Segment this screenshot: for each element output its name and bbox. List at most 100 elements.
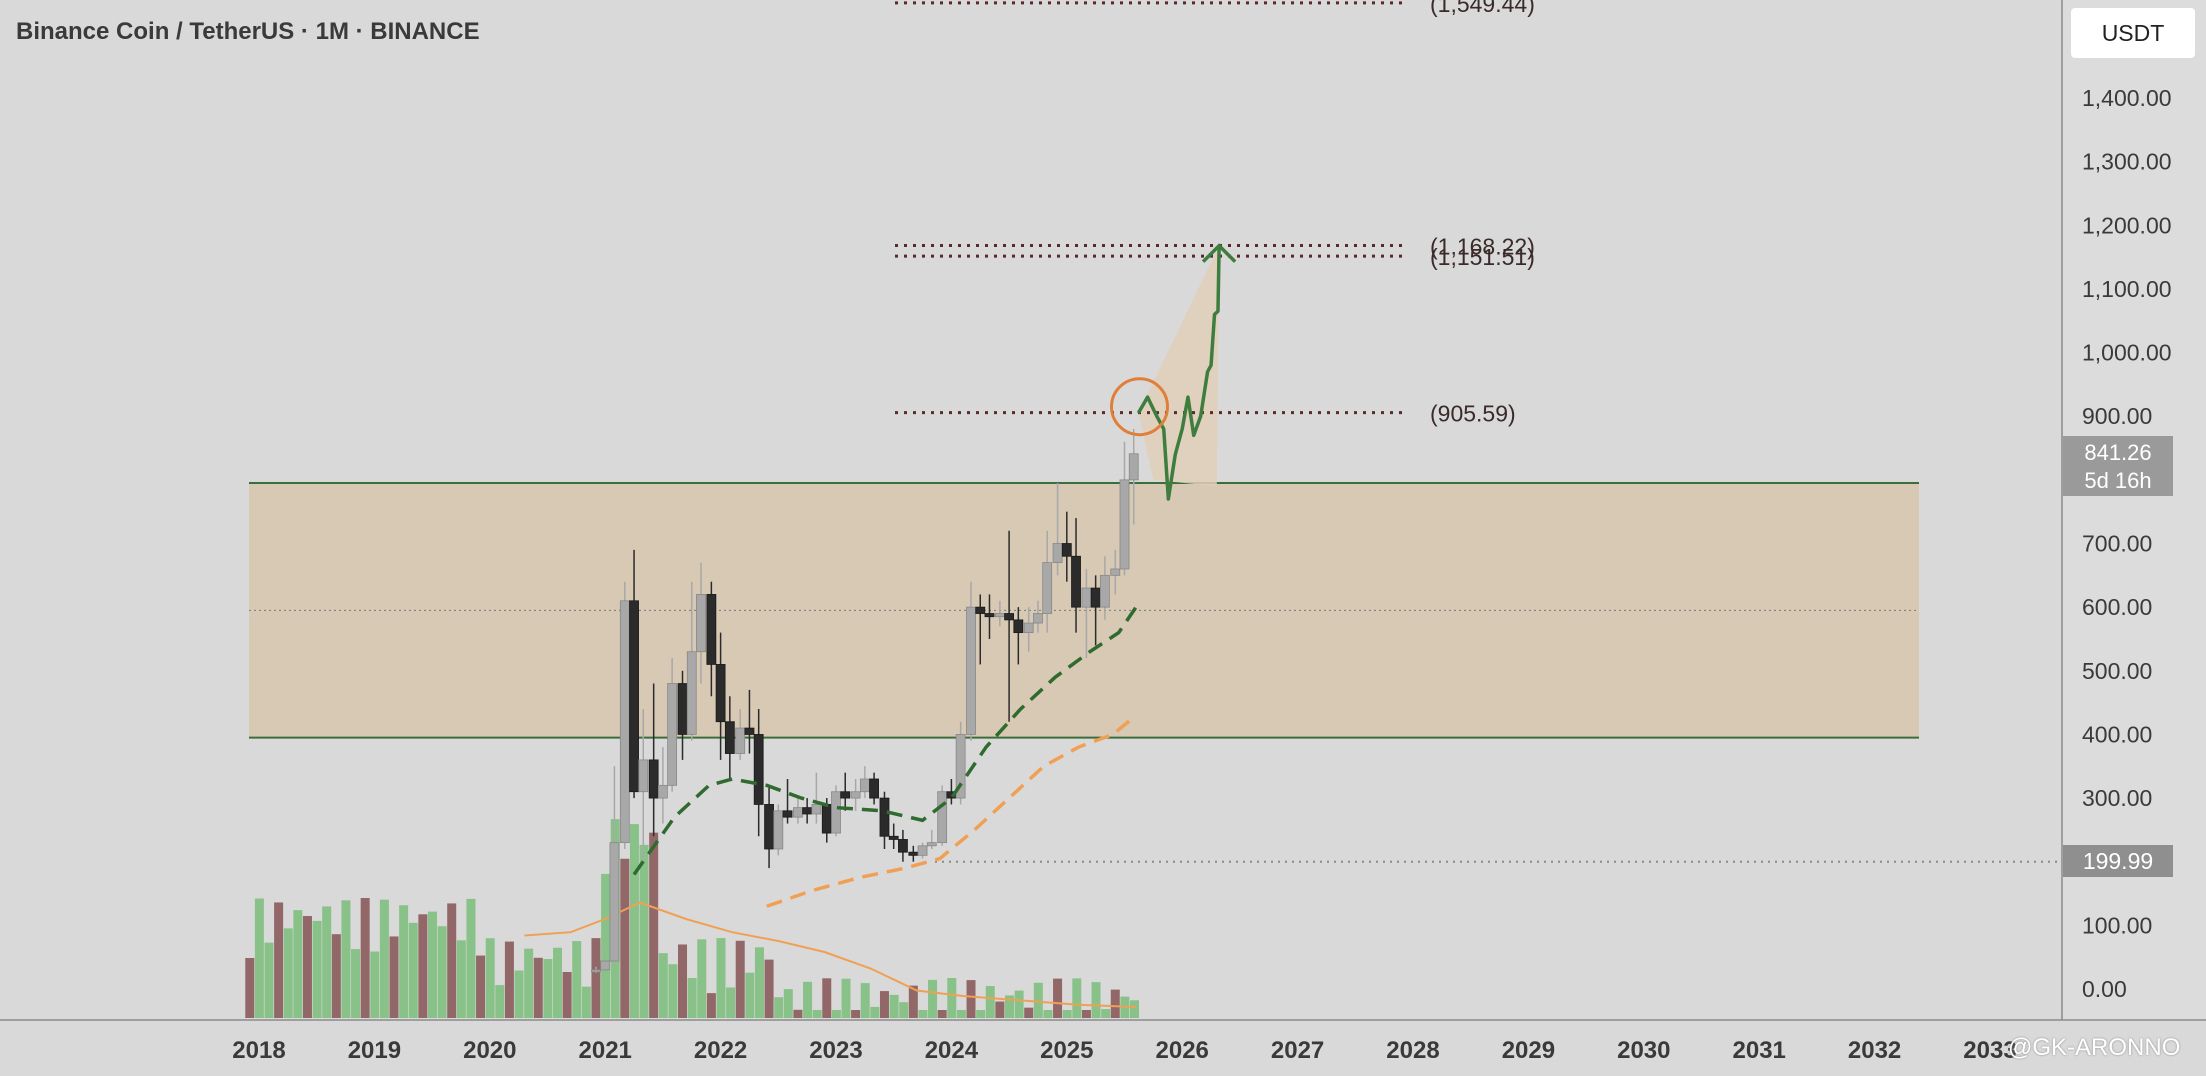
- volume-bar: [581, 986, 591, 1018]
- volume-bar: [351, 949, 361, 1018]
- y-tick-label: 300.00: [2082, 785, 2152, 811]
- volume-bar: [860, 983, 870, 1018]
- volume-bar: [726, 987, 736, 1018]
- volume-bar: [937, 1010, 947, 1018]
- candle-body: [1052, 543, 1063, 564]
- candle-body: [764, 804, 774, 850]
- y-tick-label: 0.00: [2082, 976, 2127, 1002]
- breakout-circle: [1110, 377, 1170, 437]
- volume-bar: [379, 899, 389, 1018]
- volume-bar: [783, 989, 793, 1018]
- target-label-1: (1,168.22): [1430, 234, 1535, 260]
- volume-bar: [803, 981, 813, 1018]
- candle-body: [591, 969, 601, 973]
- candle-body: [1110, 568, 1121, 576]
- volume-bar: [764, 959, 774, 1018]
- candle-body: [879, 797, 890, 837]
- y-tick-label: 500.00: [2082, 658, 2152, 684]
- volume-bar: [1101, 1009, 1111, 1018]
- target-label-2: (1,151.51): [1430, 244, 1535, 270]
- y-tick-label: 1,100.00: [2082, 276, 2172, 302]
- candle-body: [850, 791, 861, 799]
- candle-body: [908, 851, 919, 856]
- candle-body: [735, 727, 746, 754]
- y-tick-label: 900.00: [2082, 403, 2152, 429]
- candle-body: [1081, 587, 1092, 608]
- candle-body: [619, 600, 630, 844]
- x-tick-label: 2030: [1617, 1037, 1670, 1064]
- candle-body: [831, 791, 841, 834]
- volume-bar: [495, 985, 505, 1018]
- y-tick-label: 1,400.00: [2082, 85, 2172, 111]
- candle-body: [706, 594, 717, 665]
- volume-bar: [995, 1001, 1005, 1018]
- volume-bar: [418, 914, 428, 1018]
- volume-bar: [293, 910, 303, 1018]
- candle-body: [1071, 555, 1081, 608]
- x-tick-label: 2028: [1386, 1037, 1439, 1064]
- candle-body: [1119, 479, 1130, 570]
- y-tick-label: 100.00: [2082, 912, 2152, 938]
- candle-body: [955, 734, 966, 799]
- candle-body: [840, 791, 851, 799]
- x-tick-label: 2019: [348, 1037, 401, 1064]
- volume-bar: [947, 978, 957, 1018]
- x-tick-label: 2018: [232, 1037, 285, 1064]
- volume-bar: [870, 1006, 880, 1018]
- volume-bar: [447, 903, 457, 1018]
- volume-bar: [658, 953, 668, 1018]
- volume-bar: [745, 972, 755, 1018]
- candle-body: [677, 683, 688, 735]
- candle-body: [782, 810, 793, 818]
- candle-body: [869, 778, 879, 799]
- volume-bar: [360, 898, 370, 1018]
- x-tick-label: 2020: [463, 1037, 516, 1064]
- volume-bar: [427, 911, 437, 1018]
- candle-body: [1061, 543, 1072, 557]
- volume-bar: [1024, 1007, 1034, 1018]
- volume-bar: [629, 824, 639, 1018]
- candle-body: [638, 759, 649, 793]
- volume-bar: [1004, 995, 1014, 1018]
- y-tick-label: 600.00: [2082, 594, 2152, 620]
- volume-bar: [918, 1010, 928, 1018]
- candle-body: [1004, 613, 1014, 621]
- y-tick-label: 700.00: [2082, 531, 2152, 557]
- volume-bar: [533, 957, 543, 1018]
- volume-bar: [456, 940, 466, 1018]
- volume-bar: [956, 1010, 966, 1018]
- volume-bar: [543, 959, 553, 1018]
- candle-body: [773, 810, 784, 850]
- volume-bar: [485, 938, 495, 1018]
- y-tick-label: 1,000.00: [2082, 340, 2172, 366]
- volume-bar: [793, 1009, 803, 1018]
- volume-bar: [678, 944, 688, 1018]
- candle-body: [1128, 453, 1139, 481]
- ma-green-line: [632, 606, 1138, 876]
- volume-bar: [389, 936, 399, 1018]
- volume-bar: [1091, 982, 1101, 1018]
- x-tick-label: 2022: [694, 1037, 747, 1064]
- candle-body: [975, 606, 986, 614]
- volume-bar: [754, 947, 764, 1018]
- candle-body: [917, 845, 928, 856]
- projection-path: [1136, 245, 1221, 501]
- volume-bar: [812, 1010, 822, 1018]
- volume-bar: [504, 941, 514, 1018]
- y-tick-label: 1,300.00: [2082, 149, 2172, 175]
- currency-button[interactable]: USDT: [2071, 8, 2195, 58]
- volume-bar: [1014, 990, 1024, 1018]
- x-tick-label: 2021: [579, 1037, 632, 1064]
- volume-bar: [466, 898, 476, 1018]
- x-tick-label: 2032: [1848, 1037, 1901, 1064]
- volume-bar: [735, 940, 745, 1018]
- x-tick-label: 2029: [1502, 1037, 1555, 1064]
- candle-body: [696, 594, 706, 653]
- volume-bar: [889, 994, 899, 1018]
- candle-body: [629, 600, 639, 793]
- candle-body: [1042, 562, 1053, 614]
- candle-body: [1023, 622, 1034, 634]
- volume-bar: [841, 978, 851, 1018]
- volume-bar: [851, 1010, 861, 1018]
